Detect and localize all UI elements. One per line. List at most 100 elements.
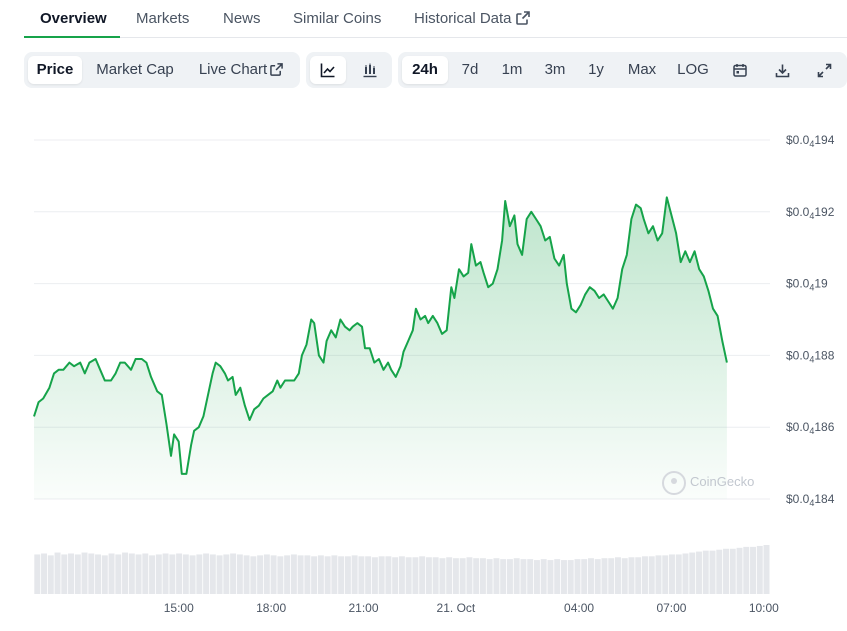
volume-bar	[594, 559, 601, 594]
volume-bar	[290, 554, 297, 594]
volume-bar	[675, 554, 682, 594]
volume-bar	[250, 556, 257, 594]
volume-bar	[344, 556, 351, 594]
volume-bar	[506, 559, 513, 594]
volume-bar	[304, 555, 311, 594]
external-link-icon	[270, 63, 284, 76]
volume-bar	[209, 554, 216, 594]
volume-bar	[486, 559, 493, 594]
volume-bar	[648, 556, 655, 594]
volume-bar	[223, 554, 230, 594]
volume-bar	[378, 556, 385, 594]
volume-bar	[412, 557, 419, 594]
volume-bar	[230, 553, 237, 594]
volume-bar	[621, 558, 628, 594]
coingecko-logo-icon	[662, 470, 686, 495]
range-max-button[interactable]: Max	[627, 61, 657, 78]
volume-bar	[398, 556, 405, 594]
date-picker-button[interactable]	[724, 56, 756, 84]
tab-historical-data-label: Historical Data	[414, 10, 512, 27]
volume-bar	[614, 557, 621, 594]
volume-bar	[324, 556, 331, 594]
volume-bar	[351, 555, 358, 594]
download-button[interactable]	[766, 56, 798, 84]
fullscreen-button[interactable]	[808, 56, 840, 84]
tab-similar-coins[interactable]: Similar Coins	[293, 10, 382, 27]
volume-bar	[750, 546, 756, 594]
tab-bar: Overview Markets News Similar Coins Hist…	[24, 0, 847, 38]
volume-bar	[128, 553, 135, 594]
line-chart-button[interactable]	[310, 56, 346, 84]
volume-bar	[736, 547, 743, 594]
range-toolbar: 24h 7d 1m 3m 1y Max LOG	[398, 52, 847, 88]
volume-bar	[689, 552, 696, 594]
tab-news[interactable]: News	[223, 10, 261, 27]
volume-bar	[74, 554, 81, 594]
volume-bar	[135, 554, 142, 594]
y-tick-label: $0.0419	[786, 277, 828, 293]
volume-bar	[41, 553, 48, 594]
range-7d-button[interactable]: 7d	[461, 61, 479, 78]
volume-bar	[216, 555, 223, 594]
volume-bar	[243, 555, 250, 594]
range-1m-button[interactable]: 1m	[501, 61, 523, 78]
volume-bars	[34, 545, 770, 594]
live-chart-button[interactable]: Live Chart	[188, 56, 294, 84]
range-3m-button[interactable]: 3m	[544, 61, 566, 78]
volume-bar	[371, 557, 378, 594]
volume-bar	[466, 557, 473, 594]
volume-bar	[547, 560, 554, 594]
y-tick-label: $0.04184	[786, 492, 835, 508]
volume-bar	[682, 553, 689, 594]
volume-bar	[236, 554, 243, 594]
volume-bar	[317, 555, 324, 594]
volume-bar	[574, 559, 581, 594]
volume-bar	[696, 551, 702, 594]
volume-bar	[392, 557, 399, 594]
volume-bar	[432, 557, 439, 594]
volume-bar	[257, 555, 264, 594]
x-axis-labels: 15:00 18:00 21:00 21. Oct 04:00 07:00 10:00	[164, 601, 779, 615]
external-link-icon	[515, 11, 530, 25]
tab-markets[interactable]: Markets	[136, 10, 190, 27]
candlestick-chart-button[interactable]	[352, 56, 388, 84]
price-button[interactable]: Price	[28, 56, 82, 84]
volume-bar	[277, 556, 284, 594]
volume-bar	[635, 557, 642, 594]
volume-bar	[763, 545, 770, 594]
y-tick-label: $0.04188	[786, 348, 835, 364]
volume-bar	[47, 555, 54, 594]
volume-bar	[405, 557, 412, 594]
volume-bar	[176, 553, 183, 594]
range-24h-button[interactable]: 24h	[402, 56, 448, 84]
y-tick-label: $0.04186	[786, 420, 835, 436]
volume-bar	[473, 558, 480, 594]
volume-bar	[88, 553, 95, 594]
range-1y-button[interactable]: 1y	[588, 61, 604, 78]
log-scale-button[interactable]: LOG	[677, 61, 709, 78]
volume-bar	[108, 553, 115, 594]
volume-bar	[196, 554, 203, 594]
x-tick-label: 18:00	[256, 601, 286, 615]
volume-bar	[115, 554, 122, 594]
line-chart-icon	[320, 63, 335, 78]
volume-bar	[520, 559, 527, 594]
volume-bar	[331, 555, 338, 594]
volume-bar	[500, 559, 507, 594]
volume-bar	[756, 545, 763, 594]
candlestick-icon	[363, 63, 377, 78]
volume-bar	[439, 558, 446, 594]
volume-bar	[385, 556, 392, 594]
volume-bar	[142, 553, 149, 594]
volume-bar	[155, 554, 162, 594]
volume-bar	[628, 557, 635, 594]
chart-type-toggle	[306, 52, 392, 88]
x-tick-label: 21:00	[348, 601, 378, 615]
market-cap-button[interactable]: Market Cap	[96, 61, 174, 78]
coingecko-watermark: CoinGecko	[662, 470, 754, 495]
volume-bar	[729, 548, 736, 594]
tab-historical-data[interactable]: Historical Data	[398, 0, 546, 38]
tab-overview[interactable]: Overview	[24, 0, 120, 38]
volume-bar	[608, 558, 615, 594]
